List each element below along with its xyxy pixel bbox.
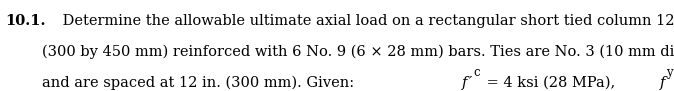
Text: 10.1.: 10.1.	[5, 14, 46, 28]
Text: and are spaced at 12 in. (300 mm). Given:: and are spaced at 12 in. (300 mm). Given…	[5, 76, 359, 90]
Text: = 4 ksi (28 MPa),: = 4 ksi (28 MPa),	[481, 76, 619, 90]
Text: Determine the allowable ultimate axial load on a rectangular short tied column 1: Determine the allowable ultimate axial l…	[58, 14, 674, 28]
Text: (300 by 450 mm) reinforced with 6 No. 9 (6 × 28 mm) bars. Ties are No. 3 (10 mm : (300 by 450 mm) reinforced with 6 No. 9 …	[5, 45, 674, 59]
Text: y: y	[667, 66, 673, 79]
Text: f: f	[659, 76, 665, 90]
Text: ′: ′	[469, 76, 472, 90]
Text: f: f	[462, 76, 467, 90]
Text: c: c	[473, 66, 480, 79]
